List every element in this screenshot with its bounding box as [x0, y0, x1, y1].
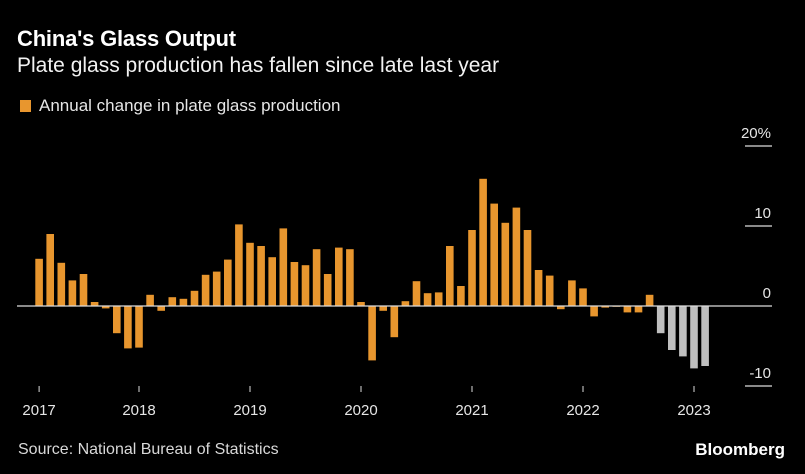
y-axis: 20% 10 0 -10 — [17, 125, 772, 387]
bar — [656, 306, 665, 334]
bar — [124, 306, 132, 349]
x-tick-label: 2017 — [22, 402, 55, 419]
y-tick-label: 0 — [763, 285, 771, 302]
bar — [179, 298, 188, 306]
bar — [390, 306, 399, 338]
bar — [701, 306, 709, 366]
bar — [401, 301, 410, 306]
bar — [490, 203, 498, 306]
bar — [601, 306, 609, 308]
bar — [545, 275, 554, 306]
bar — [279, 228, 288, 306]
bars-group — [35, 178, 709, 369]
bar — [568, 280, 576, 306]
bar — [423, 293, 432, 306]
bar — [212, 271, 221, 306]
bar — [412, 281, 421, 306]
bar — [468, 230, 476, 306]
chart-title: China's Glass Output — [17, 26, 236, 51]
bar — [590, 306, 598, 317]
bar — [224, 259, 232, 306]
bar — [90, 302, 99, 306]
bloomberg-logo: Bloomberg — [695, 440, 785, 459]
bar — [523, 230, 532, 306]
bar — [35, 258, 43, 306]
bar — [235, 224, 243, 306]
bar — [113, 306, 121, 334]
bar — [146, 294, 154, 306]
bar — [446, 246, 454, 306]
legend: Annual change in plate glass production — [20, 96, 341, 116]
bar — [623, 306, 632, 313]
bar — [512, 207, 521, 306]
legend-label: Annual change in plate glass production — [39, 96, 341, 115]
x-tick-label: 2020 — [344, 402, 377, 419]
bar — [79, 274, 88, 306]
bar — [357, 302, 365, 306]
bar — [168, 297, 177, 306]
legend-swatch — [20, 100, 31, 112]
bar — [457, 286, 465, 306]
bar — [246, 242, 254, 306]
bar — [679, 306, 687, 357]
bar — [323, 274, 332, 306]
bar — [46, 234, 54, 306]
x-tick-label: 2022 — [566, 402, 599, 419]
bar — [634, 306, 643, 313]
bar — [579, 288, 587, 306]
bar — [645, 294, 654, 306]
x-tick-label: 2019 — [233, 402, 266, 419]
y-tick-label: 10 — [754, 205, 771, 222]
bar — [190, 290, 199, 306]
bar — [690, 306, 698, 369]
bar — [346, 249, 354, 306]
bar — [157, 306, 165, 311]
bar — [501, 222, 510, 306]
bar — [301, 265, 310, 306]
bar — [557, 306, 565, 310]
bar — [57, 262, 66, 306]
bar — [479, 178, 487, 306]
bar — [312, 249, 321, 306]
bar — [379, 306, 387, 311]
bar — [135, 306, 143, 348]
bar — [534, 270, 543, 306]
x-axis: 2017 2018 2019 2020 2021 2022 2023 — [22, 386, 711, 419]
bar — [268, 257, 276, 306]
bar — [335, 247, 343, 306]
bar — [668, 306, 676, 350]
source-note: Source: National Bureau of Statistics — [18, 441, 279, 458]
x-tick-label: 2021 — [455, 402, 488, 419]
x-tick-label: 2018 — [122, 402, 155, 419]
y-tick-label: 20% — [741, 125, 771, 142]
x-tick-label: 2023 — [677, 402, 710, 419]
y-tick-label: -10 — [749, 365, 771, 382]
bar — [368, 306, 376, 361]
bar — [101, 306, 110, 309]
bar — [68, 280, 77, 306]
chart-subtitle: Plate glass production has fallen since … — [17, 54, 500, 77]
bar — [434, 292, 443, 306]
bar — [201, 274, 210, 306]
bar — [290, 262, 299, 306]
bar — [257, 246, 265, 306]
